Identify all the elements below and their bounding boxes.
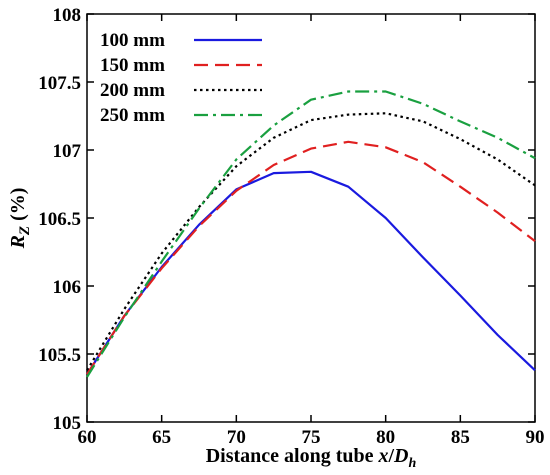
legend-label: 100 mm	[100, 30, 165, 51]
y-tick-label: 106.5	[38, 209, 81, 230]
x-axis-ticks: 60 65 70 75 80 85 90	[78, 14, 545, 448]
x-tick-label: 90	[526, 427, 545, 448]
series-layer	[86, 90, 536, 378]
x-tick-label: 70	[227, 427, 246, 448]
y-tick-label: 106	[53, 277, 82, 298]
y-axis-ticks: 105 105.5 106 106.5 107 107.5 108	[38, 5, 535, 434]
y-axis-title: RZ (%)	[7, 188, 33, 250]
series-line-250-mm	[86, 90, 536, 378]
x-tick-label: 85	[451, 427, 470, 448]
legend-label: 200 mm	[100, 80, 165, 101]
legend: 100 mm 150 mm 200 mm 250 mm	[100, 30, 262, 126]
x-tick-label: 60	[78, 427, 97, 448]
series-line-100-mm	[86, 170, 536, 375]
y-tick-label: 105	[53, 413, 82, 434]
x-axis-title: Distance along tube x/Dh	[206, 445, 417, 470]
y-tick-label: 108	[53, 5, 82, 26]
x-tick-label: 65	[152, 427, 171, 448]
legend-label: 250 mm	[100, 105, 165, 126]
y-tick-label: 107	[53, 141, 82, 162]
legend-label: 150 mm	[100, 55, 165, 76]
series-line-200-mm	[86, 112, 536, 371]
y-tick-label: 105.5	[38, 345, 81, 366]
y-tick-label: 107.5	[38, 73, 81, 94]
series-line-150-mm	[86, 140, 536, 375]
x-tick-label: 80	[376, 427, 395, 448]
x-tick-label: 75	[302, 427, 321, 448]
